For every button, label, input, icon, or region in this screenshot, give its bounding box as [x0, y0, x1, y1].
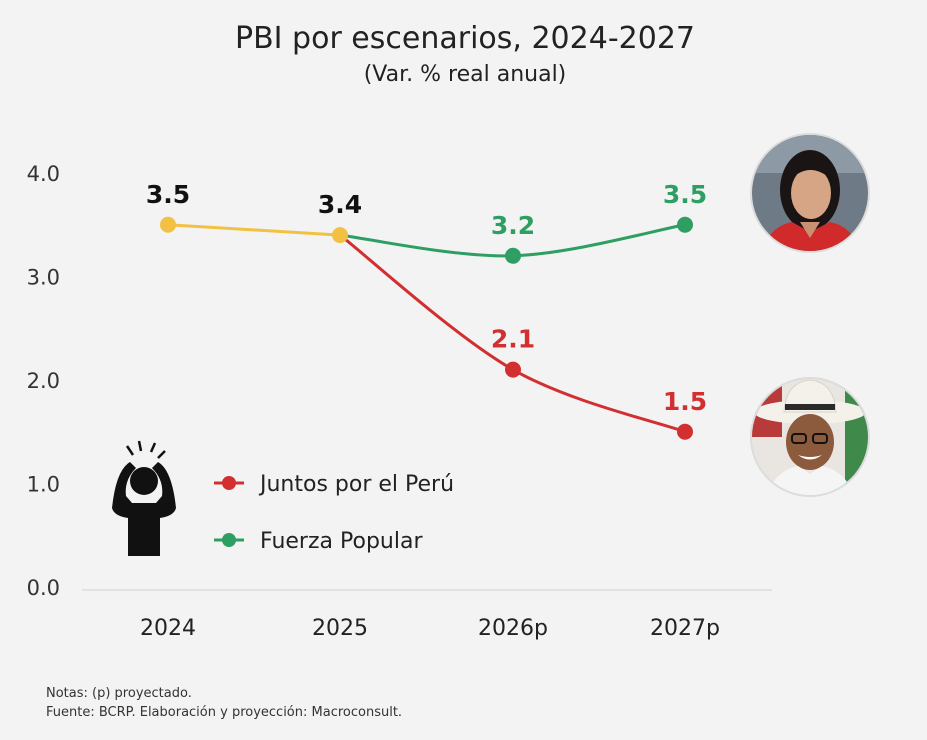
data-point — [505, 247, 521, 264]
data-label: 1.5 — [663, 387, 707, 416]
data-point — [160, 216, 176, 233]
data-label: 2.1 — [491, 325, 535, 354]
data-label: 3.2 — [491, 211, 535, 240]
x-tick-label: 2025 — [312, 616, 368, 641]
historical-line — [167, 223, 341, 237]
worried-person-icon — [112, 440, 176, 556]
x-tick-label: 2026p — [478, 616, 548, 641]
data-label: 3.5 — [146, 180, 190, 209]
data-labels: 2.1 1.5 3.2 3.5 3.5 3.4 — [146, 180, 707, 416]
series-lines — [167, 223, 686, 434]
data-point — [505, 361, 521, 378]
candidate-photo-juntos-por-el-peru — [750, 377, 870, 497]
legend-item-fuerza: Fuerza Popular — [214, 529, 423, 554]
y-tick-label: 4.0 — [27, 162, 60, 186]
x-tick-label: 2027p — [650, 616, 720, 641]
legend-label-fuerza: Fuerza Popular — [260, 529, 423, 554]
series-points — [160, 216, 693, 440]
x-tick-label: 2024 — [140, 616, 196, 641]
notes-line-2: Fuente: BCRP. Elaboración y proyección: … — [46, 705, 403, 720]
data-label: 3.4 — [318, 190, 362, 219]
data-point — [677, 423, 693, 440]
chart-subtitle: (Var. % real anual) — [364, 62, 567, 87]
x-axis: 2024 2025 2026p 2027p — [140, 616, 720, 641]
y-tick-label: 1.0 — [27, 473, 60, 497]
legend-item-juntos: Juntos por el Perú — [214, 472, 454, 497]
data-point — [332, 227, 348, 244]
data-label: 3.5 — [663, 180, 707, 209]
y-tick-label: 3.0 — [27, 266, 60, 290]
candidate-photo-fuerza-popular — [750, 133, 870, 253]
legend-label-juntos: Juntos por el Perú — [258, 472, 454, 497]
y-tick-label: 2.0 — [27, 369, 60, 393]
data-point — [677, 216, 693, 233]
y-tick-label: 0.0 — [27, 576, 60, 600]
y-axis: 0.0 1.0 2.0 3.0 4.0 — [27, 162, 60, 600]
notes-line-1: Notas: (p) proyectado. — [46, 686, 192, 701]
legend: Juntos por el Perú Fuerza Popular — [214, 472, 454, 554]
chart-title: PBI por escenarios, 2024-2027 — [235, 21, 695, 56]
